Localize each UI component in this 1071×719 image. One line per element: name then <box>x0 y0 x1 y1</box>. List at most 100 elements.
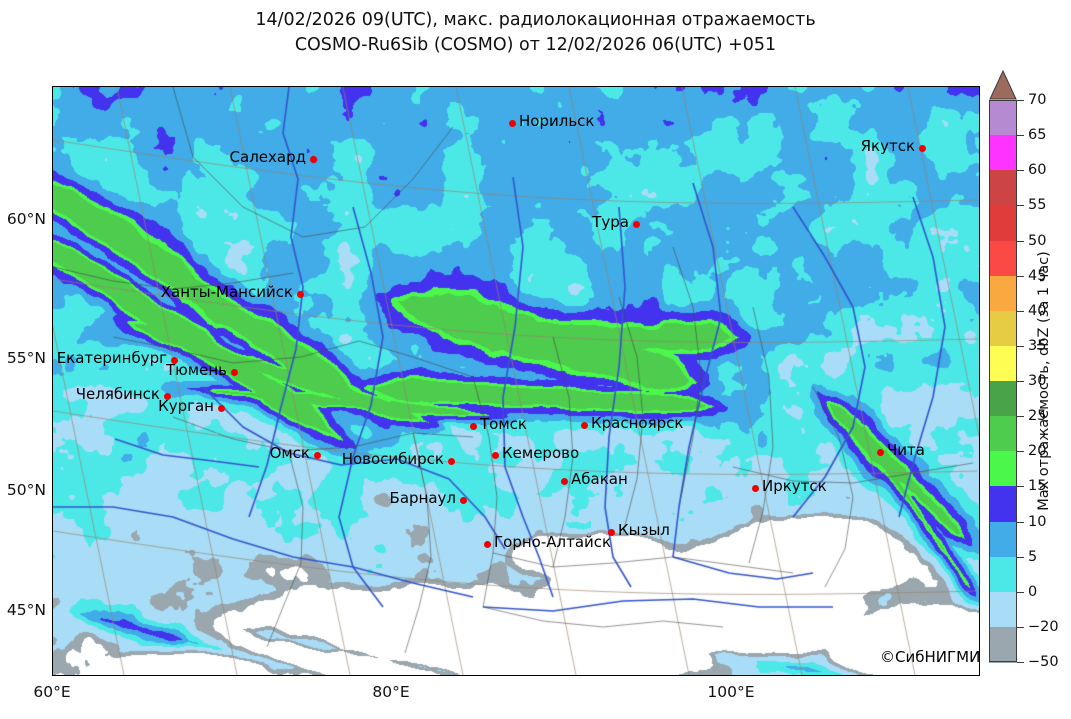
city-label: Барнаул <box>389 489 456 507</box>
colorbar-tick <box>1017 381 1024 382</box>
colorbar-over-arrow-icon <box>989 70 1017 100</box>
colorbar-tick <box>1017 521 1024 523</box>
colorbar-tick-label: 45 <box>1028 267 1047 284</box>
colorbar-tick <box>1017 240 1024 242</box>
city-dot-icon <box>751 484 759 492</box>
city-label: Кызыл <box>618 521 670 539</box>
city-label: Омск <box>269 444 310 462</box>
colorbar-tick-label: 60 <box>1028 162 1047 179</box>
colorbar-tick-label: 65 <box>1028 127 1047 144</box>
colorbar-band <box>989 240 1017 277</box>
colorbar-tick-label: 5 <box>1028 548 1038 565</box>
colorbar-tick-label: 70 <box>1028 92 1047 108</box>
colorbar-band <box>989 170 1017 206</box>
colorbar-tick <box>1017 345 1024 347</box>
city-label: Новосибирск <box>341 450 444 468</box>
colorbar-tick <box>1017 556 1024 558</box>
colorbar-tick <box>1017 205 1024 207</box>
city-label: Абакан <box>571 470 628 488</box>
city-dot-icon <box>309 155 317 163</box>
city-label: Челябинск <box>75 385 160 403</box>
city-dot-icon <box>508 119 516 127</box>
city-dot-icon <box>469 422 477 430</box>
city-dot-icon <box>296 290 304 298</box>
colorbar-tick <box>1017 170 1024 172</box>
colorbar-tick <box>1017 486 1024 488</box>
lat-tick-label: 45°N <box>6 601 46 619</box>
colorbar-tick <box>1017 626 1024 628</box>
colorbar-tick-label: 55 <box>1028 197 1047 214</box>
city-dot-icon <box>918 144 926 152</box>
colorbar-band <box>989 556 1017 593</box>
colorbar-tick-label: 0 <box>1028 583 1038 600</box>
colorbar-tick <box>1017 275 1024 277</box>
colorbar-tick-label: 35 <box>1028 337 1047 354</box>
lat-tick-label: 60°N <box>6 210 46 228</box>
colorbar-tick <box>1017 100 1024 101</box>
colorbar <box>989 70 1017 663</box>
colorbar-band <box>989 521 1017 558</box>
city-label: Иркутск <box>762 477 827 495</box>
colorbar-tick <box>1017 591 1024 593</box>
colorbar-band <box>989 275 1017 312</box>
city-label: Тюмень <box>166 361 227 379</box>
city-label: Курган <box>158 397 214 415</box>
colorbar-band <box>989 100 1017 136</box>
city-dot-icon <box>632 220 640 228</box>
colorbar-tick <box>1017 451 1024 453</box>
colorbar-tick-label: 10 <box>1028 513 1047 530</box>
city-label: Тура <box>592 213 629 231</box>
radar-map[interactable] <box>52 86 980 676</box>
lat-tick-label: 55°N <box>6 349 46 367</box>
colorbar-band <box>989 626 1017 663</box>
city-label: Томск <box>480 415 527 433</box>
city-dot-icon <box>876 448 884 456</box>
title-line-2: COSMO-Ru6Sib (COSMO) от 12/02/2026 06(UT… <box>294 35 777 55</box>
city-dot-icon <box>580 421 588 429</box>
colorbar-band <box>989 310 1017 347</box>
colorbar-tick <box>1017 416 1024 418</box>
colorbar-tick <box>1017 135 1024 137</box>
lon-tick-label: 100°E <box>707 683 755 701</box>
colorbar-band <box>989 205 1017 242</box>
lon-tick-label: 60°E <box>33 683 71 701</box>
colorbar-tick-label: 30 <box>1028 373 1047 389</box>
city-label: Кемерово <box>502 444 580 462</box>
city-label: Горно-Алтайск <box>494 533 612 551</box>
colorbar-tick-label: −20 <box>1028 618 1059 635</box>
city-dot-icon <box>483 540 491 548</box>
page-title: 14/02/2026 09(UTC), макс. радиолокационн… <box>0 8 1071 58</box>
city-label: Чита <box>887 441 925 459</box>
city-dot-icon <box>447 457 455 465</box>
city-label: Екатеринбург <box>56 349 167 367</box>
city-label: Якутск <box>860 137 915 155</box>
colorbar-band <box>989 591 1017 628</box>
colorbar-tick-label: 40 <box>1028 302 1047 319</box>
colorbar-band <box>989 135 1017 171</box>
city-dot-icon <box>217 404 225 412</box>
colorbar-tick-label: 20 <box>1028 443 1047 460</box>
city-dot-icon <box>163 392 171 400</box>
colorbar-tick <box>1017 310 1024 312</box>
colorbar-tick-label: 50 <box>1028 232 1047 249</box>
city-dot-icon <box>230 368 238 376</box>
city-dot-icon <box>491 451 499 459</box>
city-label: Красноярск <box>591 414 684 432</box>
city-dot-icon <box>607 528 615 536</box>
colorbar-tick <box>1017 662 1024 663</box>
lon-tick-label: 80°E <box>372 683 410 701</box>
city-label: Салехард <box>229 148 306 166</box>
colorbar-band <box>989 486 1017 523</box>
colorbar-band <box>989 416 1017 452</box>
colorbar-tick-label: 15 <box>1028 478 1047 495</box>
city-dot-icon <box>313 451 321 459</box>
lat-tick-label: 50°N <box>6 481 46 499</box>
city-label: Норильск <box>519 112 595 130</box>
copyright-credit: ©СибНИГМИ <box>880 648 981 666</box>
colorbar-band <box>989 451 1017 487</box>
city-dot-icon <box>459 496 467 504</box>
reflectivity-raster <box>53 87 979 675</box>
city-label: Ханты-Мансийск <box>160 283 293 301</box>
city-dot-icon <box>170 356 178 364</box>
colorbar-tick-label: 25 <box>1028 408 1047 425</box>
